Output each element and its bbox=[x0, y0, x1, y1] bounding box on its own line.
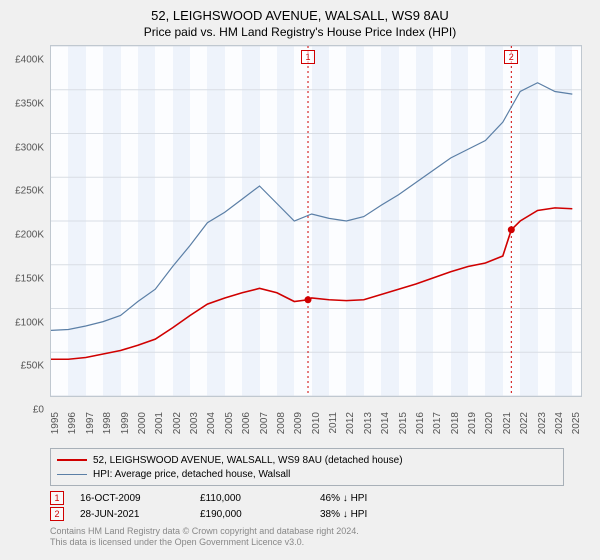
x-axis-labels: 1995 1996 1997 1998 1999 2000 2001 2002 2003 2004… bbox=[50, 412, 580, 452]
legend-swatch bbox=[57, 474, 87, 475]
y-tick-label: £300K bbox=[15, 142, 44, 153]
x-tick-label: 1997 bbox=[85, 412, 96, 434]
legend-text: HPI: Average price, detached house, Wals… bbox=[93, 469, 290, 480]
x-tick-label: 1995 bbox=[50, 412, 61, 434]
sale-pct: 46% ↓ HPI bbox=[320, 493, 440, 504]
x-tick-label: 2021 bbox=[502, 412, 513, 434]
x-tick-label: 2020 bbox=[484, 412, 495, 434]
x-tick-label: 2013 bbox=[363, 412, 374, 434]
sale-date: 16-OCT-2009 bbox=[80, 493, 200, 504]
y-tick-label: £250K bbox=[15, 186, 44, 197]
legend-box: 52, LEIGHSWOOD AVENUE, WALSALL, WS9 8AU … bbox=[50, 448, 564, 486]
y-tick-label: £100K bbox=[15, 317, 44, 328]
sale-marker-box: 1 bbox=[50, 491, 64, 505]
y-tick-label: £0 bbox=[33, 405, 44, 416]
x-tick-label: 2005 bbox=[224, 412, 235, 434]
y-tick-label: £200K bbox=[15, 230, 44, 241]
x-tick-label: 2018 bbox=[450, 412, 461, 434]
x-tick-label: 2004 bbox=[206, 412, 217, 434]
x-tick-label: 1998 bbox=[102, 412, 113, 434]
x-tick-label: 2023 bbox=[537, 412, 548, 434]
chart-title: 52, LEIGHSWOOD AVENUE, WALSALL, WS9 8AU bbox=[0, 0, 600, 23]
y-tick-label: £400K bbox=[15, 55, 44, 66]
chart-frame: 52, LEIGHSWOOD AVENUE, WALSALL, WS9 8AU … bbox=[0, 0, 600, 560]
footer-note: Contains HM Land Registry data © Crown c… bbox=[50, 526, 359, 548]
legend-row: 52, LEIGHSWOOD AVENUE, WALSALL, WS9 8AU … bbox=[57, 453, 557, 467]
chart-subtitle: Price paid vs. HM Land Registry's House … bbox=[0, 23, 600, 45]
sale-marker-box: 1 bbox=[301, 50, 315, 64]
x-tick-label: 2015 bbox=[398, 412, 409, 434]
sale-marker-box: 2 bbox=[504, 50, 518, 64]
x-tick-label: 2022 bbox=[519, 412, 530, 434]
x-tick-label: 1999 bbox=[120, 412, 131, 434]
x-tick-label: 2000 bbox=[137, 412, 148, 434]
x-tick-label: 2003 bbox=[189, 412, 200, 434]
series-hpi bbox=[51, 83, 572, 331]
x-tick-label: 2017 bbox=[432, 412, 443, 434]
sale-dot bbox=[305, 296, 312, 303]
sale-dot bbox=[508, 226, 515, 233]
sale-price: £110,000 bbox=[200, 493, 320, 504]
x-tick-label: 2008 bbox=[276, 412, 287, 434]
footer-line1: Contains HM Land Registry data © Crown c… bbox=[50, 526, 359, 537]
x-tick-label: 2009 bbox=[293, 412, 304, 434]
x-tick-label: 2001 bbox=[154, 412, 165, 434]
x-tick-label: 2012 bbox=[345, 412, 356, 434]
x-tick-label: 2007 bbox=[259, 412, 270, 434]
x-tick-label: 2024 bbox=[554, 412, 565, 434]
sale-row: 1 16-OCT-2009£110,00046% ↓ HPI bbox=[50, 490, 440, 506]
x-tick-label: 2002 bbox=[172, 412, 183, 434]
x-tick-label: 2016 bbox=[415, 412, 426, 434]
x-tick-label: 2019 bbox=[467, 412, 478, 434]
legend-row: HPI: Average price, detached house, Wals… bbox=[57, 467, 557, 481]
y-tick-label: £150K bbox=[15, 273, 44, 284]
x-tick-label: 2006 bbox=[241, 412, 252, 434]
x-tick-label: 2010 bbox=[311, 412, 322, 434]
plot-svg bbox=[51, 46, 581, 396]
sale-marker-box: 2 bbox=[50, 507, 64, 521]
series-price_paid bbox=[51, 208, 572, 359]
y-tick-label: £350K bbox=[15, 98, 44, 109]
sale-row: 2 28-JUN-2021£190,00038% ↓ HPI bbox=[50, 506, 440, 522]
x-tick-label: 2014 bbox=[380, 412, 391, 434]
sale-pct: 38% ↓ HPI bbox=[320, 509, 440, 520]
sale-date: 28-JUN-2021 bbox=[80, 509, 200, 520]
x-tick-label: 2011 bbox=[328, 412, 339, 434]
y-tick-label: £50K bbox=[21, 361, 44, 372]
footer-line2: This data is licensed under the Open Gov… bbox=[50, 537, 359, 548]
y-axis-labels: £0£50K£100K£150K£200K£250K£300K£350K£400… bbox=[0, 60, 48, 410]
x-tick-label: 1996 bbox=[67, 412, 78, 434]
legend-swatch bbox=[57, 459, 87, 461]
legend-text: 52, LEIGHSWOOD AVENUE, WALSALL, WS9 8AU … bbox=[93, 455, 403, 466]
x-tick-label: 2025 bbox=[571, 412, 582, 434]
sales-table: 1 16-OCT-2009£110,00046% ↓ HPI 2 28-JUN-202… bbox=[50, 490, 440, 522]
sale-price: £190,000 bbox=[200, 509, 320, 520]
plot-area: 12 bbox=[50, 45, 582, 397]
